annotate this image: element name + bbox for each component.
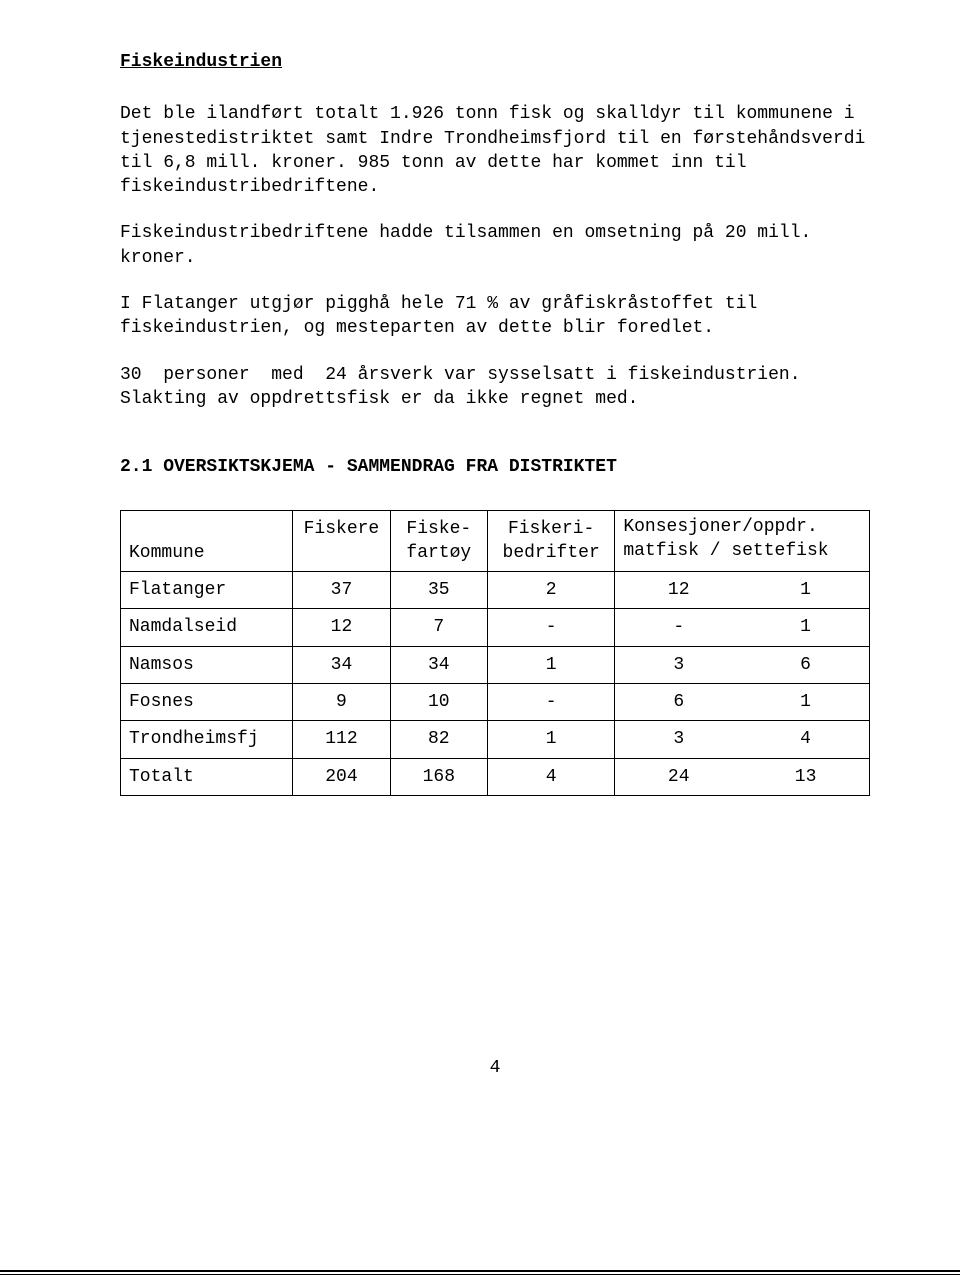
cell-fiskere: 204 — [293, 758, 390, 795]
paragraph-4: 30 personer med 24 årsverk var sysselsat… — [120, 363, 870, 412]
cell-matfisk: 6 — [615, 684, 742, 720]
cell-fartoy: 10 — [390, 684, 487, 721]
section-heading: Fiskeindustrien — [120, 50, 870, 74]
cell-fartoy: 82 — [390, 721, 487, 758]
cell-konsesjoner: 12 1 — [615, 572, 870, 609]
cell-fiskere: 37 — [293, 572, 390, 609]
cell-matfisk: 3 — [615, 721, 742, 757]
cell-fiskere: 12 — [293, 609, 390, 646]
cell-settefisk: 4 — [742, 721, 869, 757]
table-row: Namsos 34 34 1 3 6 — [121, 646, 870, 683]
col-kommune: Kommune — [121, 510, 293, 572]
cell-bedrifter: 4 — [487, 758, 614, 795]
table-body: Flatanger 37 35 2 12 1 Namdalseid 12 7 -… — [121, 572, 870, 796]
cell-konsesjoner: 24 13 — [615, 758, 870, 795]
cell-bedrifter: 1 — [487, 646, 614, 683]
col-konsesjoner: Konsesjoner/oppdr. matfisk / settefisk — [615, 510, 870, 572]
cell-bedrifter: - — [487, 609, 614, 646]
page-number: 4 — [120, 1056, 870, 1080]
overview-table: Kommune Fiskere Fiske- fartøy Fiskeri- b… — [120, 510, 870, 796]
cell-kommune: Flatanger — [121, 572, 293, 609]
page-bottom-rule — [0, 1270, 960, 1276]
col-fiskere: Fiskere — [293, 510, 390, 572]
paragraph-3: I Flatanger utgjør pigghå hele 71 % av g… — [120, 292, 870, 341]
col-bedrifter: Fiskeri- bedrifter — [487, 510, 614, 572]
cell-matfisk: 12 — [615, 572, 742, 608]
cell-konsesjoner: 3 6 — [615, 646, 870, 683]
table-header-row: Kommune Fiskere Fiske- fartøy Fiskeri- b… — [121, 510, 870, 572]
cell-settefisk: 1 — [742, 609, 869, 645]
cell-fartoy: 168 — [390, 758, 487, 795]
cell-fiskere: 9 — [293, 684, 390, 721]
cell-konsesjoner: 6 1 — [615, 684, 870, 721]
cell-kommune: Namsos — [121, 646, 293, 683]
cell-fiskere: 112 — [293, 721, 390, 758]
table-row: Flatanger 37 35 2 12 1 — [121, 572, 870, 609]
cell-fartoy: 7 — [390, 609, 487, 646]
cell-settefisk: 1 — [742, 684, 869, 720]
col-konsesjoner-top: Konsesjoner/oppdr. — [615, 511, 869, 539]
table-row-total: Totalt 204 168 4 24 13 — [121, 758, 870, 795]
cell-kommune: Trondheimsfj — [121, 721, 293, 758]
cell-fartoy: 35 — [390, 572, 487, 609]
cell-konsesjoner: 3 4 — [615, 721, 870, 758]
cell-fartoy: 34 — [390, 646, 487, 683]
cell-kommune: Totalt — [121, 758, 293, 795]
paragraph-1: Det ble ilandført totalt 1.926 tonn fisk… — [120, 102, 870, 199]
cell-kommune: Namdalseid — [121, 609, 293, 646]
table-row: Trondheimsfj 112 82 1 3 4 — [121, 721, 870, 758]
cell-matfisk: 3 — [615, 647, 742, 683]
table-row: Fosnes 9 10 - 6 1 — [121, 684, 870, 721]
cell-bedrifter: 1 — [487, 721, 614, 758]
col-konsesjoner-bottom: matfisk / settefisk — [615, 539, 869, 567]
paragraph-2: Fiskeindustribedriftene hadde tilsammen … — [120, 221, 870, 270]
cell-kommune: Fosnes — [121, 684, 293, 721]
cell-konsesjoner: - 1 — [615, 609, 870, 646]
cell-settefisk: 1 — [742, 572, 869, 608]
cell-settefisk: 13 — [742, 759, 869, 795]
cell-bedrifter: - — [487, 684, 614, 721]
cell-fiskere: 34 — [293, 646, 390, 683]
cell-matfisk: - — [615, 609, 742, 645]
cell-matfisk: 24 — [615, 759, 742, 795]
cell-settefisk: 6 — [742, 647, 869, 683]
table-row: Namdalseid 12 7 - - 1 — [121, 609, 870, 646]
table-section-title: 2.1 OVERSIKTSKJEMA - SAMMENDRAG FRA DIST… — [120, 455, 870, 479]
col-fartoy: Fiske- fartøy — [390, 510, 487, 572]
cell-bedrifter: 2 — [487, 572, 614, 609]
